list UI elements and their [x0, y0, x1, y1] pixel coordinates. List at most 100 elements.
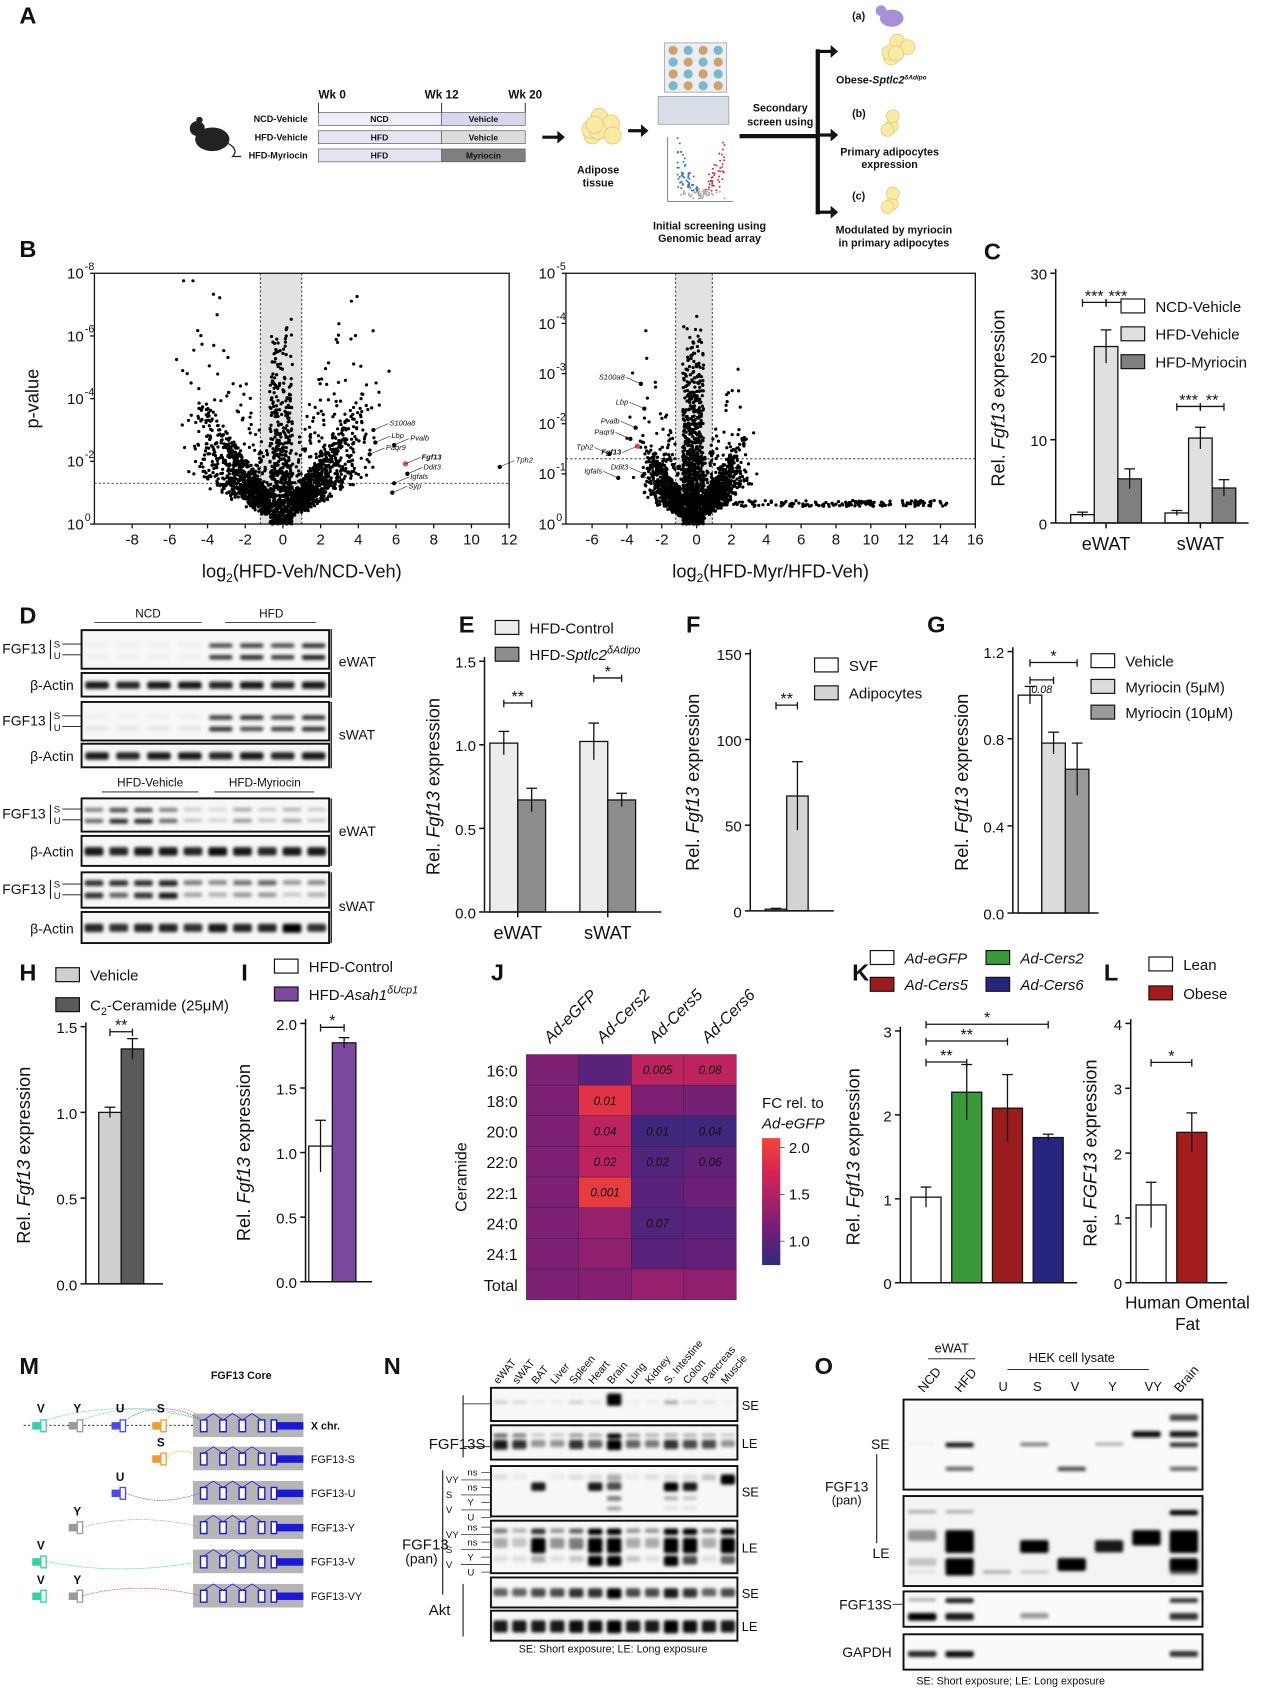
- data-point: [265, 480, 269, 485]
- data-point: [258, 499, 263, 503]
- data-point: [288, 511, 293, 516]
- data-point: [222, 349, 226, 353]
- data-point: [225, 431, 229, 436]
- data-point: [237, 452, 241, 456]
- data-point: [273, 414, 277, 419]
- data-point: [359, 364, 363, 368]
- data-point: [272, 404, 276, 409]
- data-point: [651, 452, 655, 456]
- data-point: [303, 490, 308, 494]
- data-point: [628, 415, 632, 419]
- data-point: [355, 420, 359, 425]
- data-point: [728, 445, 733, 449]
- data-point: [695, 314, 699, 318]
- data-point: [286, 514, 290, 519]
- data-point: [207, 424, 211, 428]
- x-tick-label: -6: [163, 531, 176, 548]
- data-point: [314, 455, 319, 460]
- data-point: [225, 463, 229, 467]
- data-point: [371, 465, 375, 469]
- data-point: [301, 447, 305, 451]
- data-point: [683, 389, 687, 393]
- data-point: [662, 453, 666, 457]
- data-point: [358, 406, 362, 410]
- data-point: [305, 500, 309, 504]
- data-point: [674, 482, 679, 486]
- data-point: [269, 423, 273, 427]
- data-point: [281, 347, 286, 351]
- data-point: [320, 464, 324, 468]
- data-point: [325, 474, 330, 478]
- panel-label: M: [19, 1353, 39, 1379]
- data-point: [309, 441, 313, 445]
- data-point: [346, 443, 350, 447]
- data-point: [318, 398, 323, 402]
- data-point: [249, 422, 253, 427]
- data-point: [214, 413, 218, 417]
- data-point: [286, 420, 290, 424]
- myriocin-adipocytes-icon: [880, 186, 900, 214]
- data-point: [241, 463, 245, 467]
- x-tick-label: 4: [354, 531, 362, 548]
- gene-label: Lbp: [391, 431, 404, 440]
- data-point: [204, 402, 208, 406]
- data-point: [317, 439, 321, 443]
- data-point: [321, 476, 325, 480]
- data-point: [334, 461, 339, 465]
- data-point: [197, 401, 201, 405]
- data-point: [243, 459, 247, 463]
- week-label: Wk 0: [318, 89, 346, 102]
- data-point: [631, 475, 636, 480]
- data-point: [316, 434, 321, 438]
- data-point: [641, 440, 646, 445]
- data-point: [721, 463, 726, 468]
- data-point: [359, 456, 363, 460]
- data-point: [244, 382, 248, 386]
- data-point: [649, 444, 653, 448]
- item-tag: (b): [852, 108, 866, 120]
- panel-label: B: [19, 236, 36, 262]
- data-point: [712, 462, 717, 466]
- data-point: [309, 494, 313, 498]
- data-point: [652, 456, 656, 460]
- data-point: [289, 428, 293, 432]
- data-point: [290, 362, 294, 367]
- y-tick-label: 10: [67, 266, 84, 283]
- data-point: [288, 396, 292, 401]
- data-point: [325, 382, 329, 386]
- panel-label: J: [491, 960, 504, 986]
- item-prefix: Obese-: [836, 75, 873, 87]
- data-point: [278, 494, 283, 498]
- data-point: [262, 509, 266, 513]
- gene-label: Paqr9: [386, 443, 407, 452]
- data-point: [305, 414, 309, 418]
- data-point: [236, 473, 240, 477]
- data-point: [284, 480, 289, 484]
- data-point: [711, 437, 715, 441]
- data-point: [724, 408, 728, 413]
- data-point: [736, 367, 740, 371]
- data-point: [289, 333, 294, 337]
- mouse-icon: [189, 116, 242, 158]
- data-point: [214, 463, 219, 467]
- data-point: [642, 416, 647, 420]
- data-point: [257, 467, 261, 471]
- data-point: [673, 457, 677, 461]
- data-point: [699, 340, 704, 345]
- data-point: [685, 388, 690, 393]
- gene-label: Ddit3: [423, 463, 441, 472]
- data-point: [288, 465, 292, 469]
- data-point: [220, 434, 224, 438]
- data-point: [313, 462, 317, 466]
- data-point: [277, 438, 281, 443]
- phase1-label: HFD: [371, 151, 389, 161]
- data-point: [641, 434, 645, 438]
- data-point: [283, 344, 287, 348]
- data-point: [658, 412, 662, 416]
- data-point: [701, 383, 705, 387]
- data-point: [226, 390, 231, 395]
- data-point: [697, 339, 701, 343]
- data-point: [213, 454, 218, 458]
- data-point: [255, 501, 260, 505]
- data-point: [248, 431, 252, 435]
